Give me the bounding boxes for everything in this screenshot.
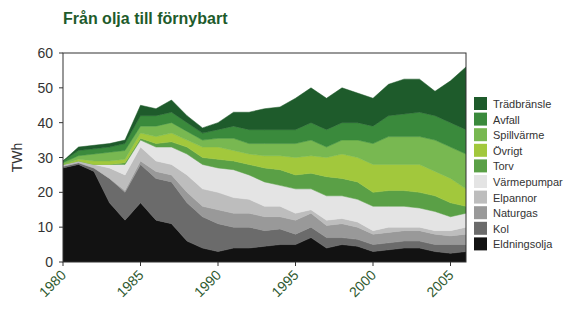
title: Från olja till förnybart (63, 10, 228, 27)
x-tick-label: 1980 (36, 267, 69, 300)
y-tick (59, 122, 63, 123)
y-tick (59, 53, 63, 54)
x-tick (218, 262, 219, 266)
x-tick (450, 262, 451, 266)
y-tick (59, 227, 63, 228)
legend-label: Avfall (493, 114, 520, 126)
y-tick-label: 40 (37, 115, 53, 131)
x-tick-label: 2005 (423, 267, 456, 300)
legend-swatch (474, 128, 487, 141)
legend-label: Kol (493, 223, 509, 235)
y-tick-label: 60 (37, 45, 53, 61)
x-tick (295, 262, 296, 266)
legend-label: Naturgas (493, 207, 538, 219)
x-tick-label: 1985 (113, 267, 146, 300)
y-tick (59, 262, 63, 263)
legend-label: Övrigt (493, 145, 522, 157)
y-tick (59, 157, 63, 158)
y-tick-label: 50 (37, 80, 53, 96)
legend-label: Värmepumpar (493, 176, 563, 188)
x-tick-label: 1990 (191, 267, 224, 300)
y-tick-label: 0 (45, 254, 53, 270)
y-tick-label: 10 (37, 219, 53, 235)
x-tick-label: 2000 (346, 267, 379, 300)
x-tick (63, 262, 64, 266)
legend-label: Eldningsolja (493, 238, 553, 250)
area (63, 67, 466, 161)
plot-frame (63, 53, 466, 262)
legend-swatch (474, 113, 487, 126)
legend-label: Elpannor (493, 192, 537, 204)
x-tick-label: 1995 (268, 267, 301, 300)
x-tick (140, 262, 141, 266)
y-tick (59, 192, 63, 193)
x-tick (373, 262, 374, 266)
legend-swatch (474, 191, 487, 204)
legend-swatch (474, 237, 487, 250)
legend-label: Trädbränsle (493, 98, 551, 110)
y-tick-label: 20 (37, 184, 53, 200)
chart: Från olja till förnybart 0 10 20 30 40 50 60 198… (0, 0, 583, 318)
legend-swatch (474, 144, 487, 157)
legend-swatch (474, 159, 487, 172)
legend-swatch (474, 175, 487, 188)
y-axis-label: TWh (9, 143, 25, 173)
y-tick-label: 30 (37, 150, 53, 166)
legend-swatch (474, 97, 487, 110)
legend-label: Spillvärme (493, 129, 544, 141)
plot-area (63, 67, 466, 262)
y-tick (59, 87, 63, 88)
legend-swatch (474, 222, 487, 235)
legend-swatch (474, 206, 487, 219)
legend-label: Torv (493, 160, 514, 172)
